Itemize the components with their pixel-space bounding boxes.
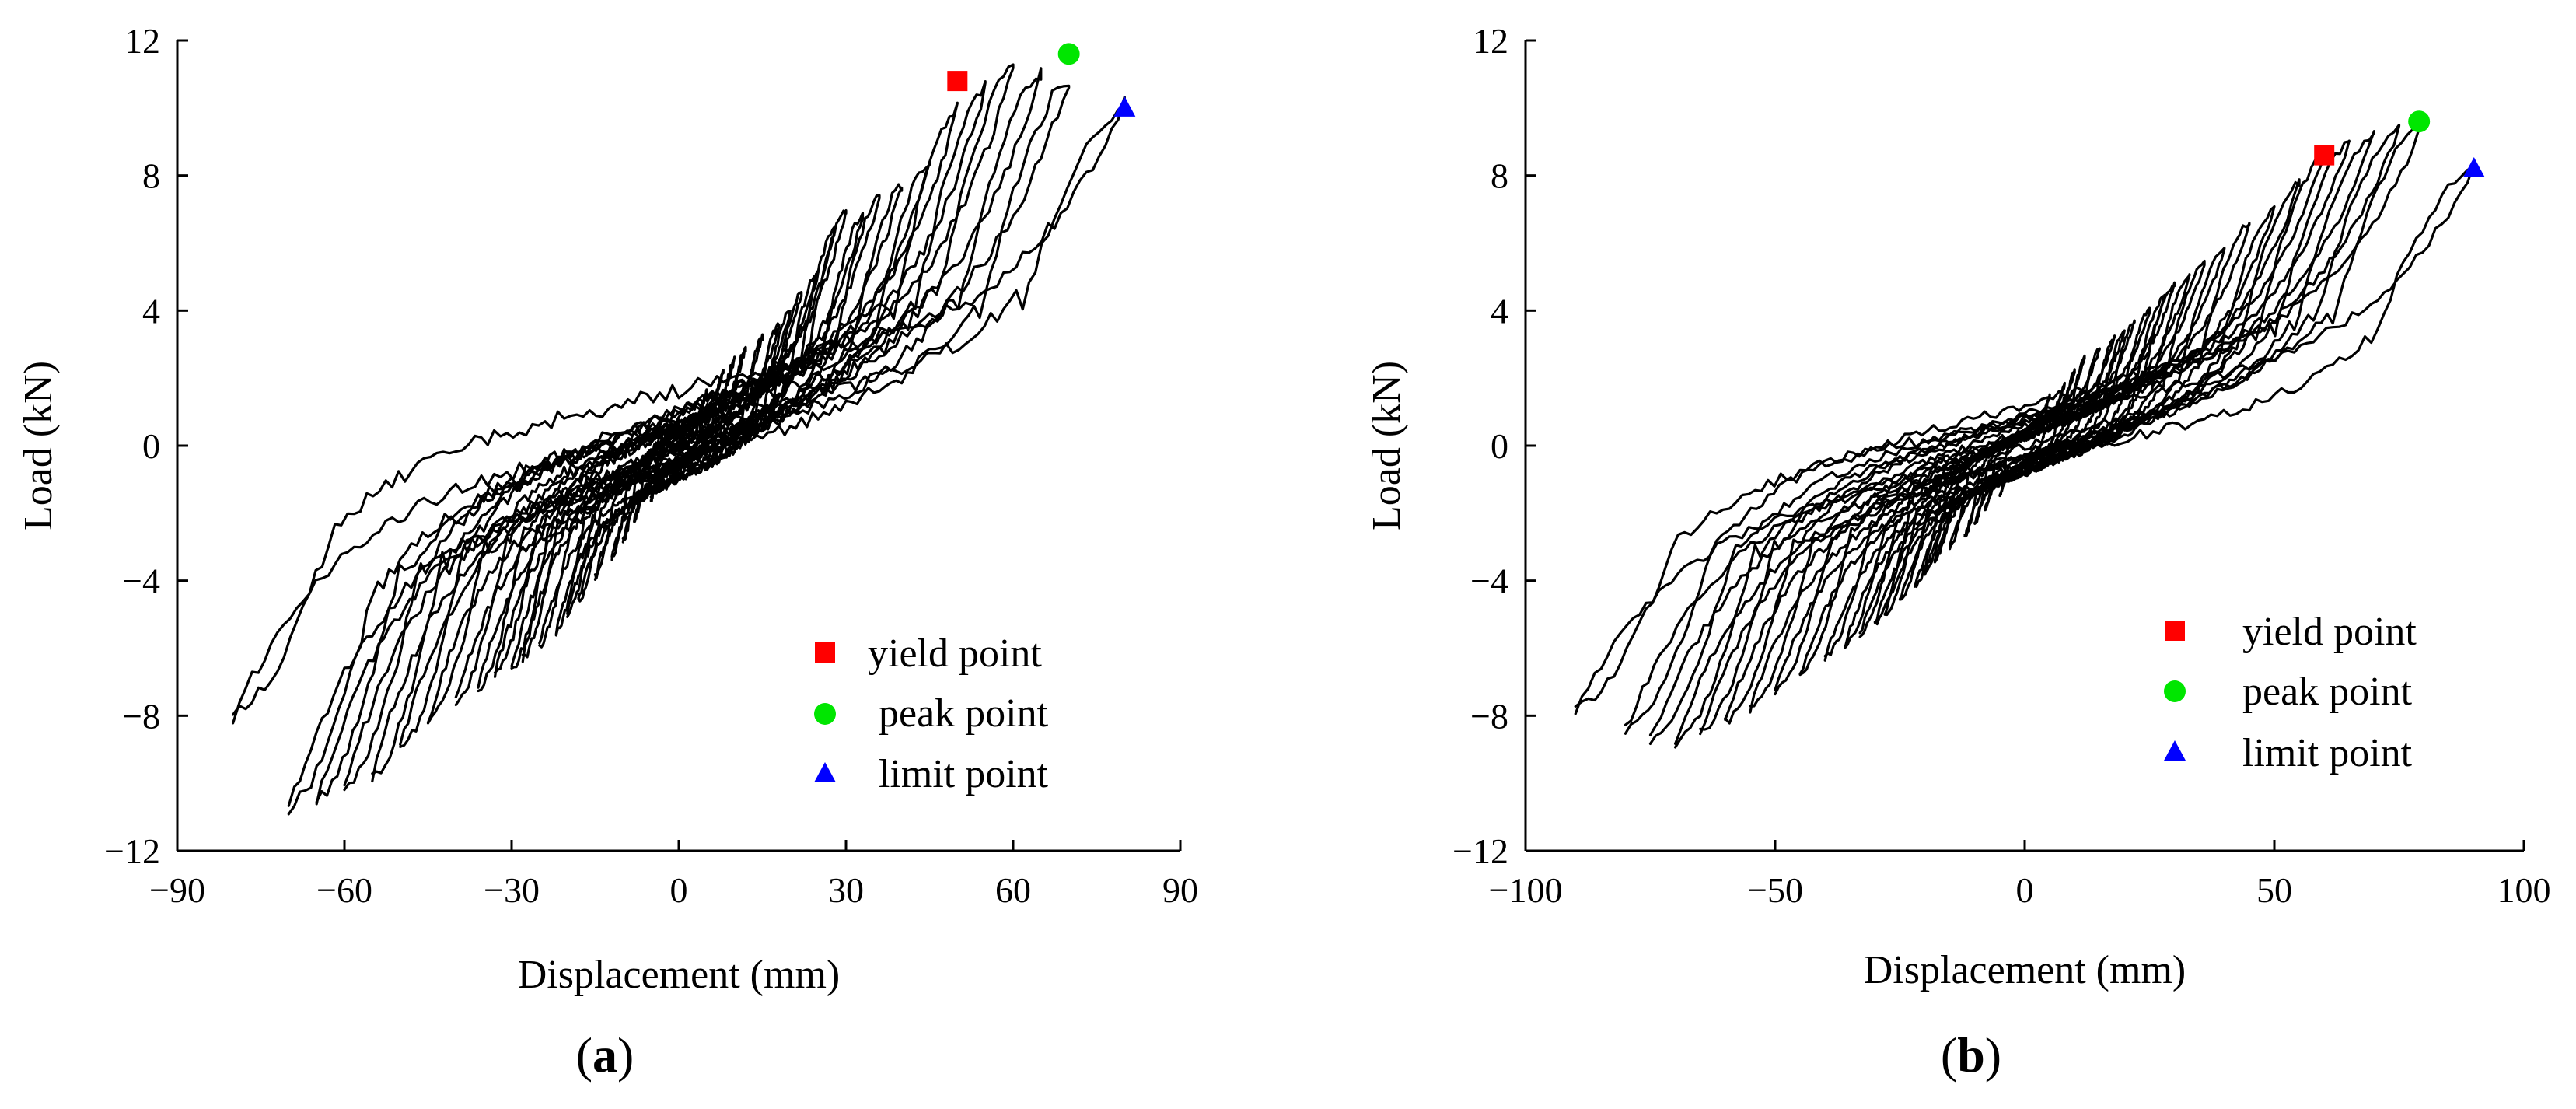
x-tick-label: −100 <box>1489 870 1563 910</box>
limit-point-marker <box>2462 156 2485 177</box>
x-tick-label: 0 <box>670 870 688 910</box>
y-ticks-a: −12 −8 −4 0 4 8 12 <box>104 21 188 871</box>
legend-b-peak-label: peak point <box>2242 670 2413 714</box>
x-tick-label: 60 <box>995 870 1031 910</box>
x-ticks-b: −100 −50 0 50 100 <box>1489 840 2551 910</box>
legend-b-limit-swatch <box>2164 740 2186 761</box>
y-tick-label: 8 <box>142 156 160 196</box>
plot-a-curves <box>232 63 1126 816</box>
x-tick-label: −60 <box>316 870 372 910</box>
panel-label-a: (a) <box>576 1027 634 1083</box>
yield-point-marker <box>947 71 968 92</box>
y-tick-label: 4 <box>142 291 160 331</box>
x-tick-label: 30 <box>828 870 864 910</box>
legend-a-limit-swatch <box>814 762 836 782</box>
y-tick-label: 12 <box>124 21 160 61</box>
y-tick-label: −8 <box>122 696 160 736</box>
legend-a-peak-label: peak point <box>879 691 1049 736</box>
legend-b-yield-swatch <box>2165 621 2185 641</box>
x-tick-label: 0 <box>2016 870 2034 910</box>
y-axis-title-b: Load (kN) <box>1365 361 1409 530</box>
x-tick-label: 50 <box>2256 870 2292 910</box>
plot-a-markers <box>947 43 1136 117</box>
y-tick-label: −4 <box>1470 561 1508 601</box>
x-tick-label: 90 <box>1162 870 1198 910</box>
x-tick-label: 100 <box>2497 870 2551 910</box>
legend-a-limit-label: limit point <box>879 752 1049 796</box>
x-ticks-a: −90 −60 −30 0 30 60 90 <box>149 840 1198 910</box>
y-ticks-b: −12 −8 −4 0 4 8 12 <box>1452 21 1536 871</box>
y-axis-title-a: Load (kN) <box>16 361 61 530</box>
legend-a: yield point peak point limit point <box>814 631 1049 796</box>
legend-a-yield-swatch <box>815 642 835 663</box>
legend-b-peak-swatch <box>2164 680 2186 702</box>
plot-b-markers <box>2314 110 2485 177</box>
hysteresis-loop <box>315 67 1043 806</box>
legend-a-yield-label: yield point <box>868 631 1042 676</box>
y-tick-label: −12 <box>104 831 160 871</box>
panel-label-b-letter: b <box>1957 1027 1985 1083</box>
hysteresis-loop <box>1699 139 2351 736</box>
x-tick-label: −30 <box>484 870 540 910</box>
hysteresis-loop <box>1774 205 2276 696</box>
y-tick-label: 0 <box>142 426 160 466</box>
legend-b-yield-label: yield point <box>2242 610 2417 654</box>
legend-b: yield point peak point limit point <box>2164 610 2417 775</box>
panel-label-b-close: ) <box>1985 1027 2001 1083</box>
y-tick-label: 12 <box>1473 21 1508 61</box>
panel-label-b: (b) <box>1941 1027 2001 1083</box>
y-tick-label: −8 <box>1470 696 1508 736</box>
peak-point-marker <box>2408 110 2431 133</box>
hysteresis-loop <box>1674 130 2375 749</box>
legend-b-limit-label: limit point <box>2242 731 2413 775</box>
x-axis-title-a: Displacement (mm) <box>518 953 840 997</box>
y-tick-label: 8 <box>1491 156 1508 196</box>
chart-panel-a: −90 −60 −30 0 30 60 90 −12 −8 −4 0 4 8 12 Displaceme… <box>16 21 1198 1083</box>
legend-a-peak-swatch <box>814 703 836 725</box>
x-tick-label: −50 <box>1747 870 1803 910</box>
y-tick-label: −4 <box>122 561 160 601</box>
x-axis-title-b: Displacement (mm) <box>1864 948 2186 992</box>
chart-panel-b: −100 −50 0 50 100 −12 −8 −4 0 4 8 12 Displacement … <box>1365 21 2551 1083</box>
y-tick-label: 4 <box>1491 291 1508 331</box>
hysteresis-loop <box>1749 178 2301 714</box>
panel-label-a-letter: a <box>592 1027 617 1083</box>
hysteresis-loop <box>287 84 1071 816</box>
yield-point-marker <box>2314 145 2335 166</box>
limit-point-marker <box>1113 96 1136 117</box>
y-tick-label: −12 <box>1452 831 1508 871</box>
peak-point-marker <box>1057 43 1080 65</box>
x-tick-label: −90 <box>149 870 205 910</box>
panel-label-a-close: ) <box>617 1027 634 1083</box>
panel-label-a-open: ( <box>576 1027 592 1083</box>
plot-b-curves <box>1574 116 2476 749</box>
y-tick-label: 0 <box>1491 426 1508 466</box>
panel-label-b-open: ( <box>1941 1027 1957 1083</box>
